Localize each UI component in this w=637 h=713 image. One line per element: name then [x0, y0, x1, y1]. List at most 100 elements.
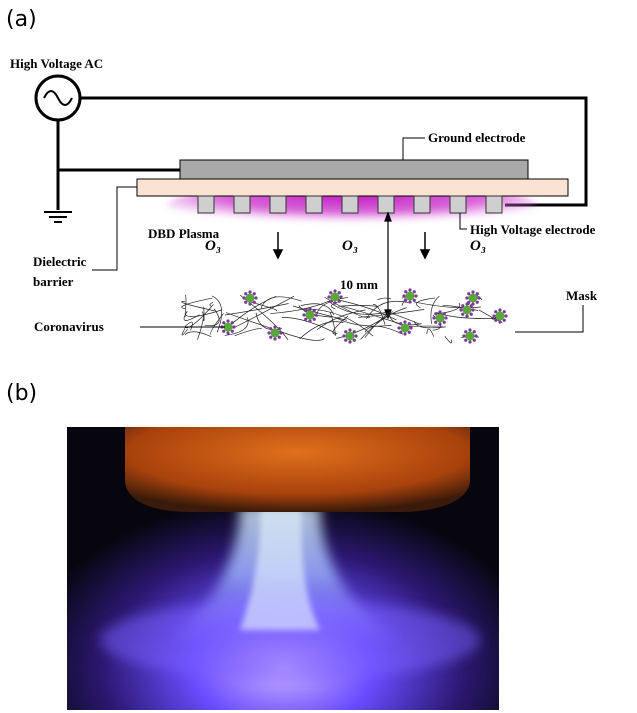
- spike: [308, 319, 311, 322]
- spike: [333, 301, 336, 304]
- fiber: [338, 305, 377, 306]
- electrode: [342, 196, 358, 213]
- ozone-label: O₃: [205, 238, 221, 254]
- spike: [327, 295, 330, 298]
- fiber: [317, 310, 365, 330]
- hv-electrode-label: High Voltage electrode: [470, 222, 596, 237]
- spike: [397, 326, 400, 329]
- fiber: [299, 322, 343, 339]
- virus: [246, 294, 255, 303]
- fiber: [445, 336, 452, 343]
- spike: [308, 307, 311, 310]
- electrode: [234, 196, 250, 213]
- spike: [354, 334, 357, 337]
- electrode: [450, 196, 466, 213]
- ground-electrode: [180, 160, 528, 179]
- spike: [339, 295, 342, 298]
- panel-label: (a): [6, 7, 37, 32]
- figure: (a) High Voltage AC Ground electrode DBD…: [0, 0, 637, 713]
- electrode: [270, 196, 286, 213]
- spike: [468, 328, 471, 331]
- spike: [498, 320, 501, 323]
- electrode: [414, 196, 430, 213]
- spike: [414, 294, 417, 297]
- spike: [248, 290, 251, 293]
- spike: [409, 326, 412, 329]
- spike: [314, 313, 317, 316]
- electrode: [306, 196, 322, 213]
- electrode: [378, 196, 394, 213]
- leader: [403, 138, 425, 160]
- virus: [436, 314, 445, 323]
- virus: [401, 324, 410, 333]
- spike: [498, 308, 501, 311]
- hv-electrodes: [198, 196, 502, 213]
- fiber: [185, 332, 211, 337]
- spike: [342, 334, 345, 337]
- spike: [471, 290, 474, 293]
- virus: [271, 329, 280, 338]
- spike: [242, 296, 245, 299]
- spike: [471, 308, 474, 311]
- ground-symbol: [44, 212, 72, 222]
- dielectric-barrier: [137, 179, 568, 196]
- spike: [465, 302, 468, 305]
- spike: [468, 340, 471, 343]
- spike: [462, 334, 465, 337]
- spike: [273, 337, 276, 340]
- fiber: [270, 299, 333, 313]
- plasma-photo: [67, 427, 499, 710]
- source-label: High Voltage AC: [10, 56, 103, 71]
- virus: [306, 311, 315, 320]
- spike: [348, 328, 351, 331]
- spike: [248, 302, 251, 305]
- dielectric-label: barrier: [33, 274, 74, 289]
- spike: [348, 340, 351, 343]
- ozone-label: O₃: [470, 238, 486, 254]
- fiber: [377, 298, 391, 300]
- panel-label: (b): [6, 381, 37, 406]
- fiber: [306, 309, 373, 336]
- spike: [492, 314, 495, 317]
- spike: [302, 313, 305, 316]
- leader: [515, 305, 583, 332]
- spike: [408, 288, 411, 291]
- virus: [331, 293, 340, 302]
- fiber: [184, 311, 199, 320]
- virus: [496, 312, 505, 321]
- virus: [346, 332, 355, 341]
- gap-label: 10 mm: [340, 277, 378, 292]
- virus: [466, 332, 475, 341]
- fiber: [256, 313, 282, 330]
- spike: [402, 294, 405, 297]
- spike: [408, 300, 411, 303]
- spike: [403, 332, 406, 335]
- spike: [438, 322, 441, 325]
- electrode: [486, 196, 502, 213]
- virus-label: Coronavirus: [34, 319, 104, 334]
- spike: [279, 331, 282, 334]
- virus: [463, 306, 472, 315]
- mask-label: Mask: [566, 288, 598, 303]
- spike: [267, 331, 270, 334]
- electrode: [198, 196, 214, 213]
- spike: [477, 296, 480, 299]
- ozone-label: O₃: [342, 238, 358, 254]
- spike: [438, 310, 441, 313]
- spike: [465, 314, 468, 317]
- fiber: [329, 301, 387, 314]
- spike: [474, 334, 477, 337]
- spike: [432, 316, 435, 319]
- spike: [333, 289, 336, 292]
- spike: [403, 320, 406, 323]
- fiber: [225, 304, 289, 315]
- spike: [459, 308, 462, 311]
- dielectric-label: Dielectric: [33, 254, 87, 269]
- mask-fibers: [182, 295, 503, 343]
- spike: [226, 319, 229, 322]
- virus: [406, 292, 415, 301]
- spike: [273, 325, 276, 328]
- spike: [254, 296, 257, 299]
- spike: [226, 331, 229, 334]
- spike: [444, 316, 447, 319]
